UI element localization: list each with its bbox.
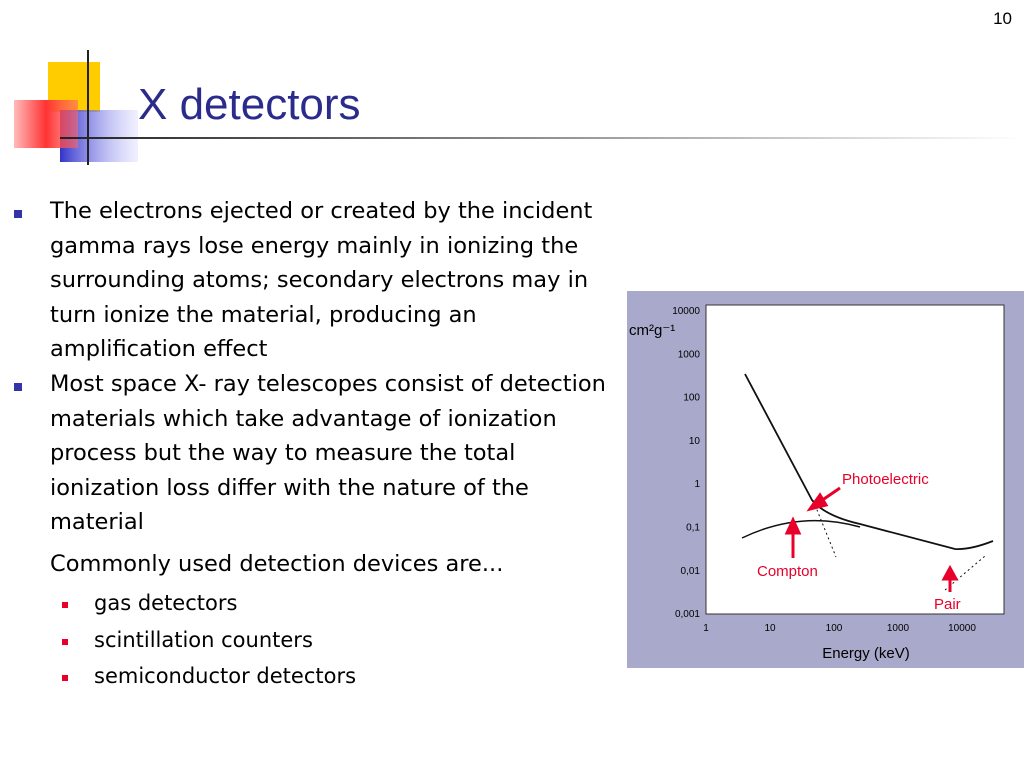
bullet (14, 210, 22, 218)
x-label: Energy (keV) (822, 645, 910, 662)
y-tick-label: 0,001 (675, 609, 700, 620)
pair-dotted (944, 555, 986, 591)
bullet-text: Most space X- ray telescopes consist of … (50, 371, 606, 535)
title: X detectors (138, 80, 361, 129)
sub-bullet-text: scintillation counters (94, 627, 313, 652)
annotation: Pair (934, 596, 961, 613)
y-tick-label: 10000 (672, 306, 700, 317)
sub-bullet-text: gas detectors (94, 591, 238, 615)
sub-bullet-text: semiconductor detectors (94, 664, 357, 688)
y-tick-label: 0,1 (686, 523, 700, 534)
page-number: 10 (993, 9, 1012, 28)
sub-bullet (62, 675, 68, 681)
y-tick-label: 10 (689, 436, 701, 447)
x-tick-label: 100 (826, 623, 843, 634)
sub-bullet (62, 638, 68, 645)
bullet (14, 383, 22, 391)
x-tick-label: 1 (703, 623, 709, 634)
arrows (784, 486, 959, 592)
y-tick-label: 0,01 (681, 566, 701, 577)
title-rule (60, 137, 1024, 139)
y-tick-label: 1 (694, 479, 700, 490)
intro: Commonly used detection devices are... (50, 551, 504, 577)
compton-curve (741, 519, 861, 539)
photo-dotted (814, 504, 837, 558)
x-tick-label: 1000 (887, 623, 910, 634)
y-tick-label: 100 (683, 393, 700, 404)
x-tick-label: 10 (764, 623, 776, 634)
deco-red (14, 100, 78, 148)
y-tick-label: 1000 (678, 349, 701, 360)
x-tick-label: 10000 (948, 623, 976, 634)
y-label: cm²g⁻¹ (629, 322, 675, 339)
plot-area (705, 304, 1005, 615)
bullet-text: The electrons ejected or created by the … (50, 198, 593, 362)
annotation: Photoelectric (842, 471, 929, 488)
sub-bullet (62, 602, 68, 608)
annotation: Compton (757, 563, 818, 580)
